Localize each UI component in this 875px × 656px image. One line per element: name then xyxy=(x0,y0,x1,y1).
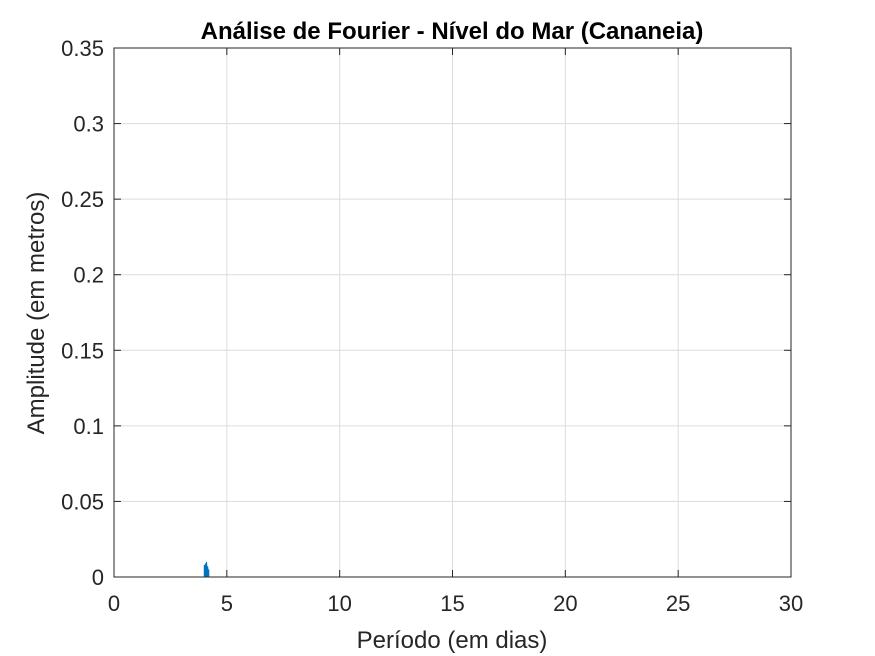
series-line xyxy=(203,561,210,578)
y-ticks: 0 0.05 0.1 0.15 0.2 0.25 0.3 0.35 xyxy=(61,36,791,590)
x-tick-label: 5 xyxy=(221,591,233,616)
data-series xyxy=(203,561,210,578)
y-tick-label: 0.3 xyxy=(73,112,104,137)
y-axis-label: Amplitude (em metros) xyxy=(23,192,50,435)
y-tick-label: 0.15 xyxy=(61,338,104,363)
x-axis-label: Período (em dias) xyxy=(357,627,548,654)
y-tick-label: 0.2 xyxy=(73,263,104,288)
x-tick-label: 15 xyxy=(440,591,464,616)
grid-lines xyxy=(114,48,791,577)
x-ticks: 0 5 10 15 20 25 30 xyxy=(108,48,803,616)
x-tick-label: 20 xyxy=(553,591,577,616)
y-tick-label: 0.25 xyxy=(61,187,104,212)
x-tick-label: 25 xyxy=(666,591,690,616)
chart-title: Análise de Fourier - Nível do Mar (Canan… xyxy=(201,18,704,45)
y-tick-label: 0.35 xyxy=(61,36,104,61)
y-tick-label: 0 xyxy=(92,565,104,590)
y-tick-label: 0.1 xyxy=(73,414,104,439)
x-tick-label: 0 xyxy=(108,591,120,616)
x-tick-label: 30 xyxy=(779,591,803,616)
y-tick-label: 0.05 xyxy=(61,489,104,514)
x-tick-label: 10 xyxy=(327,591,351,616)
